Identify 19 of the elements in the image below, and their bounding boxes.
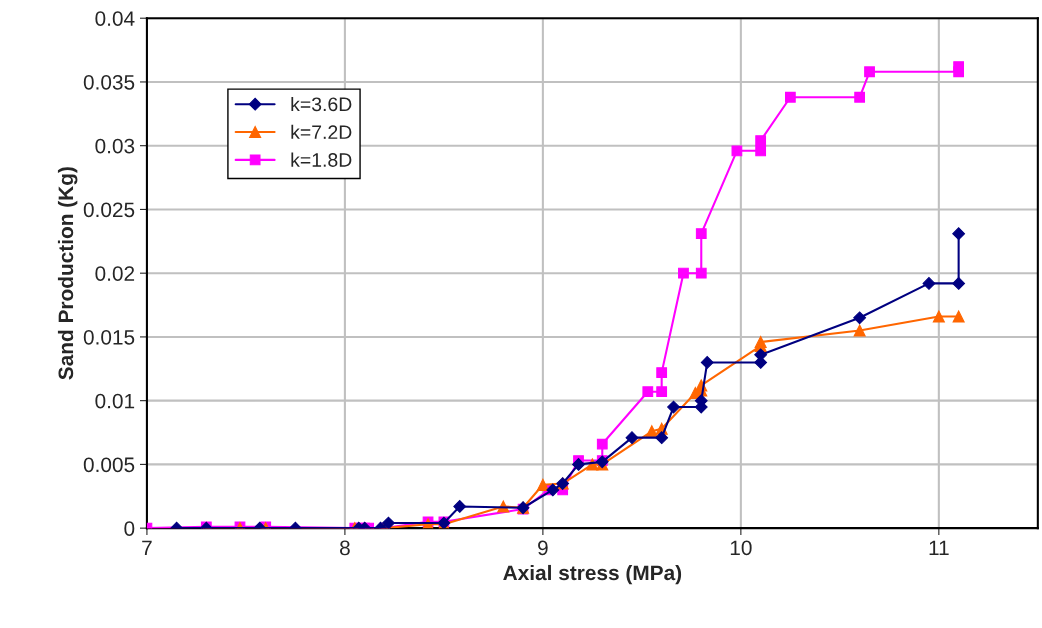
y-tick-label: 0 — [124, 521, 135, 536]
x-tick-label: 11 — [929, 540, 949, 556]
legend-label: k=7.2D — [291, 124, 352, 139]
y-tick-label: 0.015 — [83, 329, 135, 345]
y-tick-label: 0.005 — [83, 457, 135, 473]
y-tick-label: 0.04 — [95, 11, 135, 26]
x-tick-label: 8 — [340, 540, 350, 556]
y-tick-label: 0.025 — [83, 202, 135, 218]
x-tick-label: 7 — [142, 540, 152, 556]
y-tick-label: 0.01 — [95, 393, 135, 409]
legend-label: k=3.6D — [291, 96, 352, 112]
y-axis-title: Sand Production (Kg) — [57, 167, 78, 380]
x-tick-label: 9 — [538, 540, 548, 556]
y-tick-label: 0.02 — [95, 266, 135, 281]
y-tick-label: 0.035 — [83, 74, 135, 90]
x-tick-label: 10 — [730, 540, 752, 556]
x-axis-title: Axial stress (MPa) — [503, 564, 682, 585]
legend-label: k=1.8D — [291, 152, 352, 167]
y-tick-label: 0.03 — [95, 138, 135, 154]
